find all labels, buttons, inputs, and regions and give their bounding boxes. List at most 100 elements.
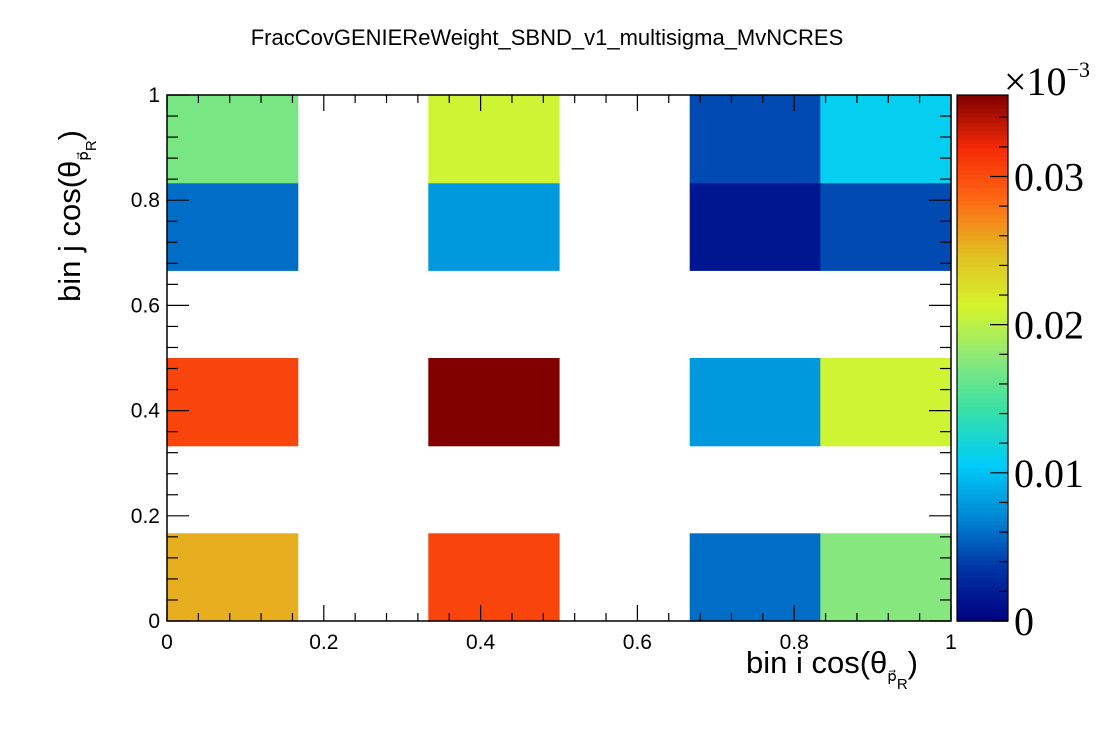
- colorbar-segment: [957, 362, 1008, 368]
- heatmap-cell: [167, 358, 299, 447]
- heatmap-cell: [689, 182, 821, 271]
- colorbar-segment: [957, 200, 1008, 206]
- colorbar-segment: [957, 485, 1008, 491]
- colorbar-segment: [957, 301, 1008, 307]
- colorbar-segment: [957, 217, 1008, 223]
- heatmap-cell: [689, 533, 821, 622]
- colorbar-segment: [957, 555, 1008, 561]
- colorbar-segment: [957, 520, 1008, 526]
- colorbar-segment: [957, 550, 1008, 557]
- heatmap-cell: [820, 182, 952, 271]
- colorbar-segment: [957, 616, 1008, 622]
- colorbar-segment: [957, 594, 1008, 600]
- colorbar-segment: [957, 248, 1008, 254]
- colorbar-segment: [957, 441, 1008, 447]
- colorbar-tick-label: 0: [1014, 599, 1034, 644]
- colorbar-segment: [957, 585, 1008, 592]
- colorbar-segment: [957, 95, 1008, 101]
- chart-title: FracCovGENIEReWeight_SBND_v1_multisigma_…: [251, 25, 844, 50]
- colorbar-segment: [957, 331, 1008, 337]
- colorbar-segment: [957, 366, 1008, 372]
- y-tick-label: 0.8: [131, 189, 160, 212]
- plot-frame: [166, 94, 952, 622]
- colorbar-segment: [957, 340, 1008, 346]
- x-axis-title-prefix: bin i cos(θ: [746, 645, 887, 680]
- colorbar-segment: [957, 125, 1008, 131]
- heatmap-cell: [167, 182, 299, 271]
- colorbar-segment: [957, 279, 1008, 285]
- x-axis-title-sub-symbol: p⃗: [887, 668, 897, 685]
- colorbar-segment: [957, 178, 1008, 184]
- colorbar-segment: [957, 432, 1008, 438]
- x-tick-label: 0.6: [623, 631, 652, 654]
- colorbar-segment: [957, 542, 1008, 548]
- heatmap-cell: [820, 533, 952, 622]
- colorbar-segment: [957, 213, 1008, 219]
- colorbar-segment: [957, 230, 1008, 237]
- colorbar-segment: [957, 116, 1008, 123]
- colorbar-segment: [957, 143, 1008, 149]
- heatmap-cell: [167, 533, 299, 622]
- colorbar-segment: [957, 476, 1008, 482]
- colorbar-segment: [957, 182, 1008, 188]
- x-axis-title-suffix: ): [908, 645, 918, 680]
- colorbar-segment: [957, 252, 1008, 258]
- svg-text:bin j cos(θp⃗R): bin j cos(θp⃗R): [52, 130, 100, 302]
- colorbar-segment: [957, 305, 1008, 311]
- colorbar-segment: [957, 147, 1008, 153]
- colorbar-segment: [957, 581, 1008, 587]
- x-tick-label: 0: [161, 631, 173, 654]
- colorbar-segment: [957, 322, 1008, 329]
- heatmap-cell: [428, 95, 560, 184]
- colorbar-segment: [957, 463, 1008, 469]
- colorbar-segment: [957, 375, 1008, 381]
- colorbar-segment: [957, 388, 1008, 394]
- colorbar-segment: [957, 428, 1008, 434]
- colorbar-segment: [957, 208, 1008, 215]
- colorbar-exponent-base: ×10: [1004, 59, 1067, 104]
- color-scale-bar: 0 0.01 0.02 0.03: [956, 94, 1084, 644]
- colorbar-exponent-power: −3: [1067, 57, 1090, 82]
- colorbar-segment: [957, 414, 1008, 421]
- heatmap-cell: [428, 358, 560, 447]
- colorbar-segment: [957, 318, 1008, 324]
- colorbar-segment: [957, 296, 1008, 302]
- colorbar-segment: [957, 502, 1008, 508]
- colorbar-segment: [957, 397, 1008, 403]
- colorbar-segment: [957, 327, 1008, 333]
- colorbar-frame: [956, 94, 1009, 622]
- y-axis-title-suffix: ): [52, 130, 87, 140]
- colorbar-segment: [957, 353, 1008, 359]
- colorbar-segment: [957, 204, 1008, 210]
- heatmap-cell: [428, 182, 560, 271]
- colorbar-segment: [957, 467, 1008, 473]
- colorbar-segment: [957, 612, 1008, 618]
- y-axis: 0 0.2 0.4 0.6 0.8 1: [131, 84, 951, 633]
- colorbar-segment: [957, 546, 1008, 552]
- colorbar-segment: [957, 423, 1008, 429]
- colorbar-segment: [957, 336, 1008, 342]
- colorbar-segment: [957, 134, 1008, 140]
- x-axis: 0 0.2 0.4 0.6 0.8 1: [161, 95, 957, 654]
- svg-text:×10−3: ×10−3: [1004, 57, 1090, 104]
- y-axis-title-prefix: bin j cos(θ: [52, 161, 87, 302]
- heatmap-cell: [820, 95, 952, 184]
- colorbar-segment: [957, 173, 1008, 180]
- heatmap-cell: [167, 95, 299, 184]
- colorbar-segment: [957, 261, 1008, 267]
- colorbar-segment: [957, 515, 1008, 521]
- colorbar-segment: [957, 151, 1008, 158]
- heatmap-cell: [689, 358, 821, 447]
- colorbar-segment: [957, 257, 1008, 263]
- colorbar-segment: [957, 607, 1008, 614]
- colorbar-segment: [957, 559, 1008, 565]
- colorbar-segment: [957, 410, 1008, 416]
- colorbar-segment: [957, 480, 1008, 486]
- colorbar-segment: [957, 160, 1008, 166]
- colorbar-segment: [957, 349, 1008, 355]
- colorbar-segment: [957, 524, 1008, 530]
- colorbar-segment: [957, 603, 1008, 609]
- x-axis-title: bin i cos(θp⃗R): [746, 645, 918, 693]
- colorbar-segment: [957, 156, 1008, 162]
